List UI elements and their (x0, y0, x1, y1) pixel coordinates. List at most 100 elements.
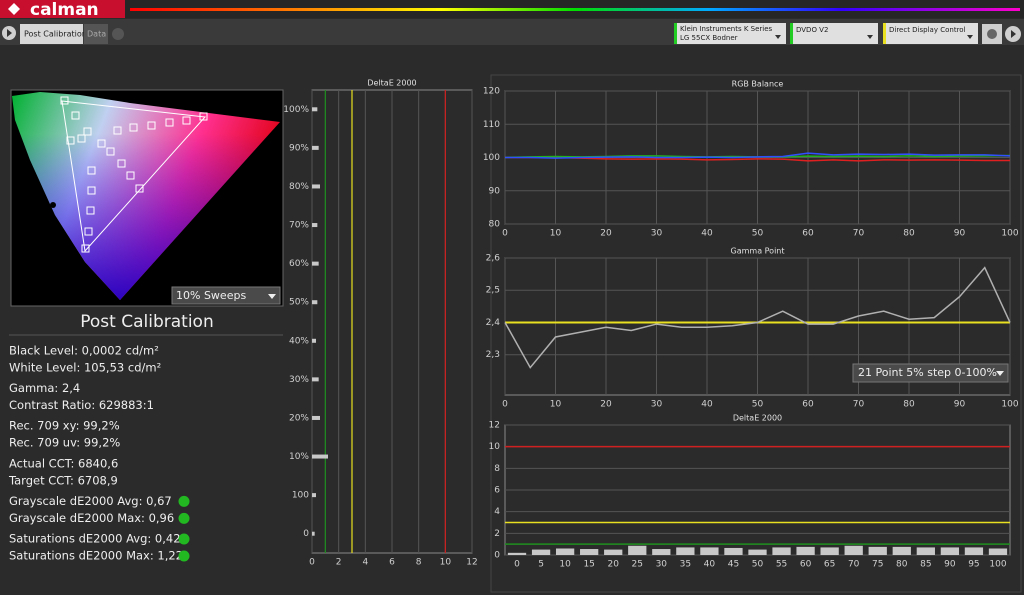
bar (507, 552, 527, 555)
device-label: DVDO V2 (796, 26, 828, 34)
logo-box[interactable] (0, 0, 125, 18)
x-tick-label: 70 (853, 229, 865, 239)
y-tick-label: 12 (489, 421, 500, 431)
x-tick-label: 4 (362, 558, 368, 568)
x-tick-label: 80 (896, 560, 908, 570)
data-line (505, 156, 1010, 162)
gear-icon (987, 29, 997, 39)
stat-line: Grayscale dE2000 Avg: 0,67 (9, 494, 172, 508)
device-label: Direct Display Control (889, 26, 966, 34)
x-tick-label: 20 (607, 560, 619, 570)
x-tick-label: 5 (538, 560, 544, 570)
bar (312, 338, 316, 343)
device-label: Klein Instruments K Series (680, 25, 773, 33)
bar (555, 548, 575, 555)
device-dropdown[interactable] (790, 23, 878, 44)
tab-label: Post Calibration (24, 30, 87, 39)
dropdown-label: 21 Point 5% step 0-100% (858, 366, 997, 379)
x-tick-label: 12 (466, 558, 477, 568)
y-tick-label: 2,4 (486, 318, 501, 328)
device-dropdown[interactable] (674, 23, 786, 44)
y-tick-label: 90 (489, 186, 501, 196)
stat-line: Target CCT: 6708,9 (8, 473, 118, 487)
x-tick-label: 55 (776, 560, 787, 570)
x-tick-label: 20 (600, 229, 612, 239)
bar (312, 261, 319, 266)
x-tick-label: 40 (704, 560, 716, 570)
x-tick-label: 85 (920, 560, 931, 570)
device-dropdown[interactable] (883, 23, 978, 44)
stat-line: Grayscale dE2000 Max: 0,96 (9, 511, 174, 525)
y-tick-label: 80% (289, 182, 309, 192)
dropdown-arrow (867, 35, 873, 39)
y-tick-label: 110 (483, 120, 500, 130)
chart-title: Gamma Point (731, 247, 785, 256)
x-tick-label: 50 (752, 400, 764, 410)
stat-line: Rec. 709 xy: 99,2% (9, 419, 120, 433)
x-tick-label: 45 (728, 560, 739, 570)
x-tick-label: 6 (389, 558, 395, 568)
chart-title: DeltaE 2000 (367, 79, 416, 88)
status-indicator (178, 512, 190, 524)
y-tick-label: 0 (303, 529, 309, 539)
y-tick-label: 0 (494, 551, 500, 561)
x-tick-label: 60 (800, 560, 812, 570)
bar (844, 545, 863, 555)
sweep-dropdown[interactable] (171, 286, 281, 305)
x-tick-label: 2 (336, 558, 342, 568)
chart-title: DeltaE 2000 (733, 414, 782, 423)
bar (772, 547, 791, 555)
status-indicator (178, 495, 190, 507)
x-tick-label: 90 (954, 229, 966, 239)
bar (724, 547, 743, 555)
x-tick-label: 10 (559, 560, 571, 570)
bar (531, 549, 551, 555)
y-tick-label: 80 (489, 220, 501, 230)
forward-arrow (1011, 30, 1016, 38)
status-indicator (178, 550, 190, 562)
bar (312, 107, 318, 112)
x-tick-label: 75 (872, 560, 883, 570)
gamut-triangle (61, 100, 207, 253)
y-tick-label: 90% (289, 143, 309, 153)
x-tick-label: 40 (701, 400, 713, 410)
bar (988, 548, 1008, 555)
tab[interactable] (84, 24, 108, 44)
y-tick-label: 10% (289, 452, 309, 462)
data-line (505, 152, 1011, 159)
device-status (883, 23, 886, 44)
gamma-dropdown[interactable] (852, 363, 1009, 383)
x-tick-label: 0 (502, 229, 508, 239)
chart-title: RGB Balance (732, 80, 784, 89)
bar (892, 546, 911, 555)
y-tick-label: 2,5 (486, 286, 500, 296)
x-tick-label: 8 (416, 558, 422, 568)
rainbow-line (130, 8, 1020, 11)
chart-panel (490, 74, 1022, 593)
bar (312, 493, 316, 498)
dropdown-arrow (268, 294, 276, 299)
x-tick-label: 65 (824, 560, 835, 570)
status-indicator (178, 533, 190, 545)
stat-line: Rec. 709 uv: 99,2% (9, 436, 120, 450)
x-tick-label: 10 (440, 558, 452, 568)
device-status (674, 23, 677, 44)
x-tick-label: 30 (651, 400, 663, 410)
bar (312, 300, 318, 305)
y-tick-label: 120 (483, 87, 500, 97)
y-tick-label: 2,3 (486, 350, 500, 360)
x-tick-label: 90 (944, 560, 956, 570)
tab-active[interactable] (20, 24, 83, 44)
bar (580, 549, 599, 555)
summary-title: Post Calibration (80, 312, 213, 332)
stat-line: Contrast Ratio: 629883:1 (9, 398, 154, 412)
bar (628, 545, 647, 555)
device-sublabel: LG 55CX Bodner (680, 34, 738, 42)
x-tick-label: 95 (968, 560, 979, 570)
add-tab[interactable] (112, 28, 124, 40)
bar (312, 415, 320, 420)
x-tick-label: 90 (954, 400, 966, 410)
y-tick-label: 2,6 (486, 254, 501, 264)
x-tick-label: 100 (989, 560, 1006, 570)
